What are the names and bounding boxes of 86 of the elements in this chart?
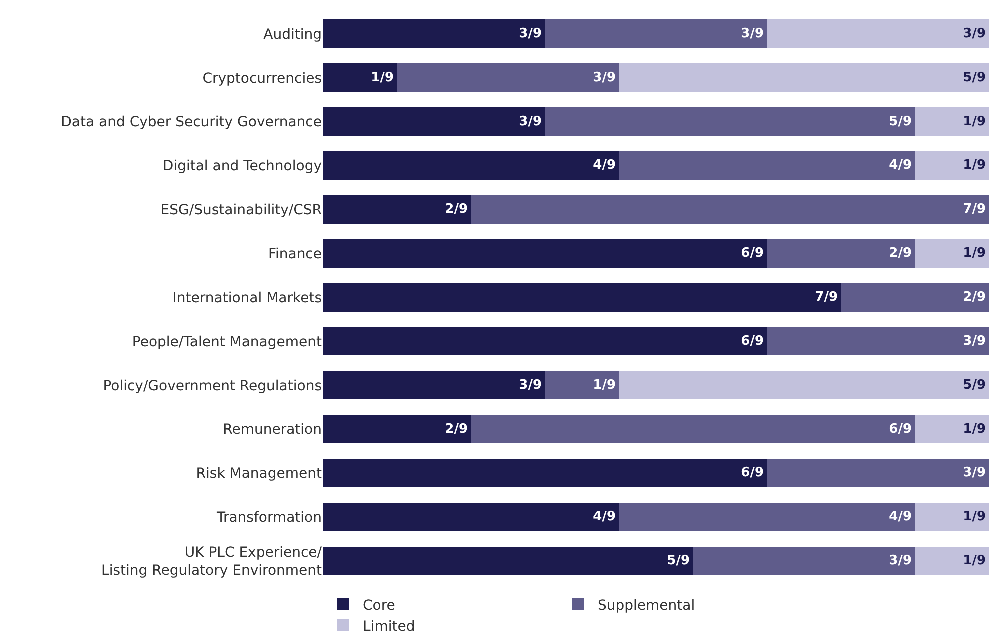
bar	[323, 502, 619, 532]
legend-label: Core	[363, 598, 396, 614]
data-label: 3/9	[519, 26, 542, 42]
bar	[323, 195, 471, 224]
bar	[323, 546, 693, 576]
bar	[323, 20, 545, 48]
data-label: 3/9	[593, 70, 616, 86]
bar	[323, 458, 767, 488]
y-tick-label: Policy/Government Regulations	[103, 378, 322, 394]
data-label: 4/9	[889, 158, 912, 174]
data-label: 1/9	[963, 422, 986, 437]
data-label: 5/9	[963, 70, 986, 86]
data-label: 6/9	[741, 246, 764, 262]
data-label: 3/9	[963, 26, 986, 42]
data-label: 6/9	[889, 422, 912, 437]
data-label: 1/9	[963, 114, 986, 130]
legend-label: Supplemental	[598, 598, 696, 614]
bar	[915, 546, 989, 576]
y-tick-label: Transformation	[216, 510, 322, 526]
y-tick-label: UK PLC Experience/ Listing Regulatory Environment	[102, 544, 323, 580]
data-label: 2/9	[889, 246, 912, 262]
y-tick-label: International Markets	[172, 290, 322, 306]
data-label: 3/9	[963, 334, 986, 349]
data-label: 7/9	[963, 202, 986, 218]
bar	[915, 108, 989, 136]
bar	[767, 20, 989, 48]
data-label: 5/9	[963, 378, 986, 393]
data-label: 4/9	[593, 158, 616, 174]
data-label: 1/9	[963, 554, 986, 569]
y-tick-label: Finance	[268, 246, 322, 262]
bar	[915, 239, 989, 268]
data-label: 7/9	[815, 290, 838, 305]
data-label: 5/9	[667, 554, 690, 569]
y-tick-label: Auditing	[264, 26, 322, 43]
bar	[323, 239, 767, 268]
bar	[471, 414, 915, 444]
bar	[323, 414, 471, 444]
y-tick-label: People/Talent Management	[132, 334, 322, 350]
bar	[767, 327, 989, 356]
bar	[767, 458, 989, 488]
bar	[915, 502, 989, 532]
data-label: 3/9	[519, 378, 542, 393]
y-tick-label: Digital and Technology	[162, 158, 322, 175]
data-label: 3/9	[963, 466, 986, 481]
bar	[323, 151, 619, 180]
bar	[693, 546, 915, 576]
bar	[841, 283, 989, 312]
bar	[323, 283, 841, 312]
bar	[619, 502, 915, 532]
data-label: 3/9	[741, 26, 764, 42]
bar	[767, 239, 915, 268]
data-label: 1/9	[963, 510, 986, 525]
bar	[471, 195, 989, 224]
data-label: 1/9	[371, 70, 394, 86]
bar	[323, 327, 767, 356]
data-label: 6/9	[741, 334, 764, 349]
bar	[915, 414, 989, 444]
bar	[323, 371, 545, 400]
bar	[397, 64, 619, 92]
data-label: 1/9	[593, 378, 616, 393]
data-label: 1/9	[963, 246, 986, 262]
y-tick-label: ESG/Sustainability/CSR	[160, 202, 322, 219]
bar	[619, 371, 989, 400]
y-tick-label: Risk Management	[196, 466, 322, 482]
data-label: 4/9	[593, 510, 616, 525]
bar	[323, 108, 545, 136]
data-label: 2/9	[445, 422, 468, 437]
data-label: 2/9	[963, 290, 986, 305]
legend-label: Limited	[363, 618, 416, 635]
data-label: 2/9	[445, 202, 468, 218]
data-label: 5/9	[889, 114, 912, 130]
bar	[545, 20, 767, 48]
data-label: 1/9	[963, 158, 986, 174]
bar	[915, 151, 989, 180]
bar	[619, 151, 915, 180]
data-label: 3/9	[889, 554, 912, 569]
y-tick-label: Data and Cyber Security Governance	[61, 114, 322, 131]
data-label: 3/9	[519, 114, 542, 130]
bar	[545, 371, 619, 400]
bar	[619, 64, 989, 92]
data-label: 6/9	[741, 466, 764, 481]
bar	[545, 108, 915, 136]
y-tick-label: Cryptocurrencies	[202, 70, 322, 87]
data-label: 4/9	[889, 510, 912, 525]
bar	[323, 64, 397, 92]
y-tick-label: Remuneration	[223, 422, 322, 438]
